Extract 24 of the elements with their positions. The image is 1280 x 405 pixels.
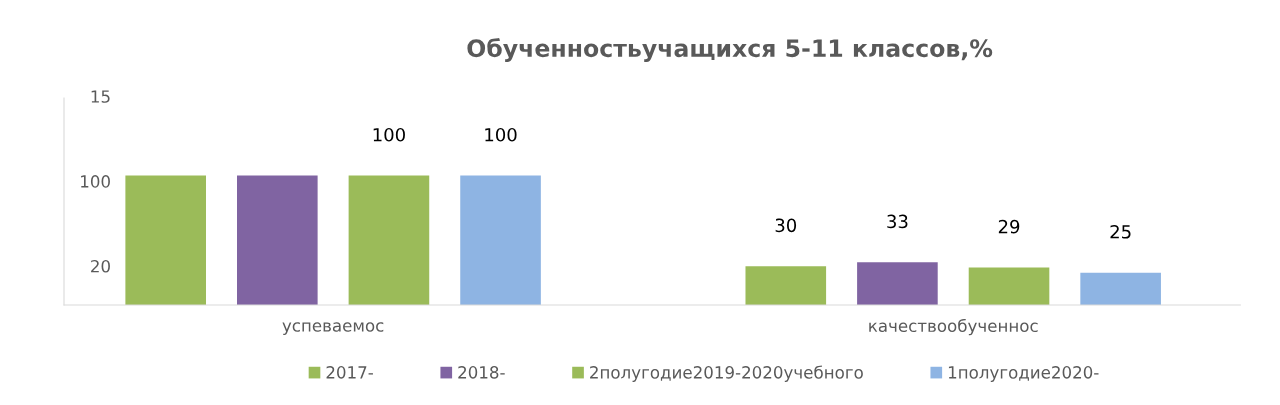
bar (1080, 272, 1161, 305)
bar (968, 267, 1050, 305)
data-label: 100 (373, 127, 405, 142)
annotation: 15 (91, 90, 110, 103)
x-tick-label: качествообученнос (869, 318, 1038, 336)
legend-label: 1полугодие2020- (948, 366, 1099, 382)
data-label: 33 (887, 214, 908, 229)
legend-label: 2018- (458, 366, 505, 379)
bar (857, 262, 938, 305)
bar (460, 175, 541, 305)
annotation: 100 (81, 175, 110, 188)
data-label: 25 (1110, 224, 1131, 239)
data-label: 30 (775, 218, 797, 233)
bar (125, 175, 206, 305)
bar (745, 266, 827, 305)
annotation: 20 (91, 259, 110, 273)
data-label: 29 (998, 219, 1020, 234)
bar (237, 175, 318, 305)
data-label: 100 (485, 127, 517, 142)
x-tick-label: успеваемос (282, 322, 384, 336)
chart-title: Обученностьучащихся 5-11 классов,% (467, 38, 993, 62)
legend-label: 2полугодие2019-2020учебного (590, 365, 863, 382)
legend-label: 2017- (326, 366, 373, 379)
bar (348, 175, 430, 305)
